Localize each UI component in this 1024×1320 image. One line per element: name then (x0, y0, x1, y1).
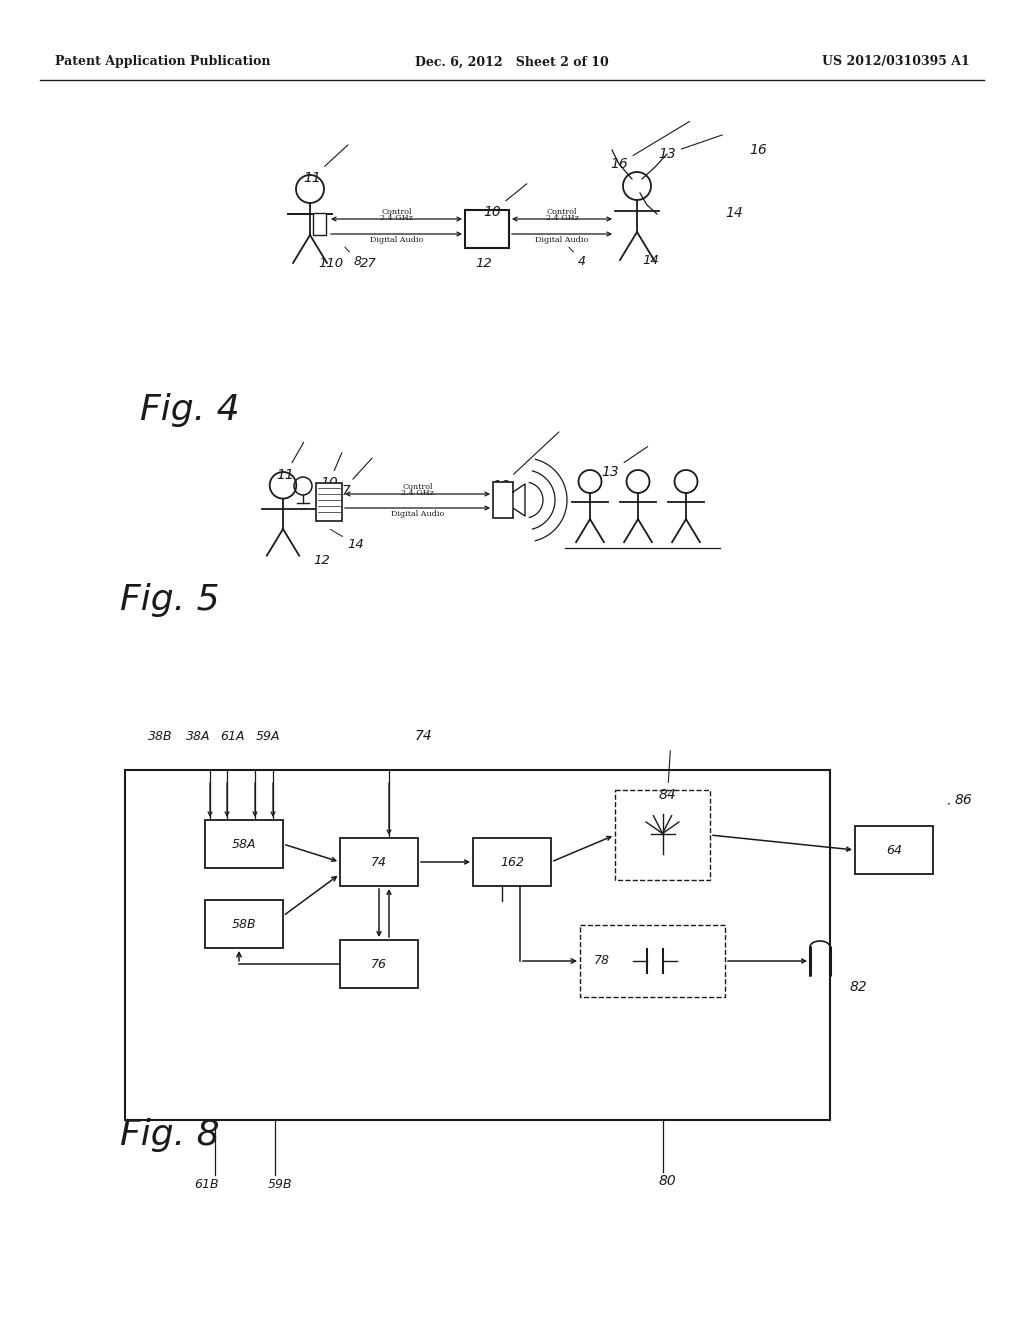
Text: 59B: 59B (267, 1177, 292, 1191)
Text: 38B: 38B (147, 730, 172, 743)
Text: 74: 74 (415, 729, 433, 743)
Bar (580, 925, 725, 997)
Text: Control: Control (402, 483, 433, 491)
Text: 74: 74 (371, 855, 387, 869)
Text: 82: 82 (850, 979, 867, 994)
Text: 27: 27 (360, 257, 377, 271)
Text: Dec. 6, 2012   Sheet 2 of 10: Dec. 6, 2012 Sheet 2 of 10 (415, 55, 609, 69)
Bar (615, 789, 710, 880)
Bar (340, 940, 418, 987)
Text: 80: 80 (658, 1173, 677, 1188)
Text: Digital Audio: Digital Audio (536, 236, 589, 244)
Text: Control: Control (381, 209, 412, 216)
Text: Digital Audio: Digital Audio (391, 510, 444, 517)
Text: 18: 18 (493, 432, 559, 492)
Text: 16: 16 (749, 143, 767, 157)
Text: 64: 64 (886, 843, 902, 857)
Text: 38A: 38A (185, 730, 210, 743)
Text: Fig. 5: Fig. 5 (120, 583, 219, 616)
Text: 86: 86 (948, 793, 973, 807)
Bar (473, 838, 551, 886)
Text: 8: 8 (345, 247, 362, 268)
Text: 61B: 61B (195, 1177, 219, 1191)
Text: 84: 84 (658, 751, 677, 803)
Bar (465, 210, 509, 248)
Text: 10: 10 (483, 183, 526, 219)
Text: Fig. 4: Fig. 4 (140, 393, 240, 426)
Bar (340, 838, 418, 886)
Text: 14: 14 (642, 253, 658, 267)
Bar (313, 213, 326, 235)
Polygon shape (513, 484, 525, 516)
Text: 12: 12 (313, 554, 330, 568)
Text: Patent Application Publication: Patent Application Publication (55, 55, 270, 69)
Text: 14: 14 (331, 529, 365, 550)
Bar (316, 483, 342, 521)
Text: 110: 110 (318, 257, 343, 271)
Text: 61A: 61A (220, 730, 245, 743)
Text: Fig. 8: Fig. 8 (120, 1118, 219, 1152)
Text: 17: 17 (333, 458, 372, 498)
Text: 4: 4 (569, 247, 586, 268)
Text: 11: 11 (303, 145, 348, 185)
Text: 13: 13 (658, 135, 722, 161)
Text: 162: 162 (500, 855, 524, 869)
Text: 58B: 58B (231, 917, 256, 931)
Text: Digital Audio: Digital Audio (370, 236, 423, 244)
Text: 12: 12 (475, 257, 492, 271)
Text: 14: 14 (725, 206, 742, 220)
Bar (205, 900, 283, 948)
Bar (205, 820, 283, 869)
Text: 16: 16 (610, 121, 689, 172)
Text: 58A: 58A (231, 837, 256, 850)
Text: 78: 78 (594, 954, 610, 968)
Text: Control: Control (547, 209, 578, 216)
Text: 2.4 GHz: 2.4 GHz (546, 214, 579, 222)
Text: 11: 11 (276, 442, 304, 482)
Text: 2.4 GHz: 2.4 GHz (380, 214, 413, 222)
Bar (493, 482, 513, 517)
Text: 13: 13 (601, 446, 648, 479)
Text: US 2012/0310395 A1: US 2012/0310395 A1 (822, 55, 970, 69)
Text: 10: 10 (321, 453, 342, 490)
Text: 2.4 GHz: 2.4 GHz (401, 488, 434, 498)
Text: 59A: 59A (256, 730, 281, 743)
Text: 76: 76 (371, 957, 387, 970)
Bar (855, 826, 933, 874)
Bar (125, 770, 830, 1119)
